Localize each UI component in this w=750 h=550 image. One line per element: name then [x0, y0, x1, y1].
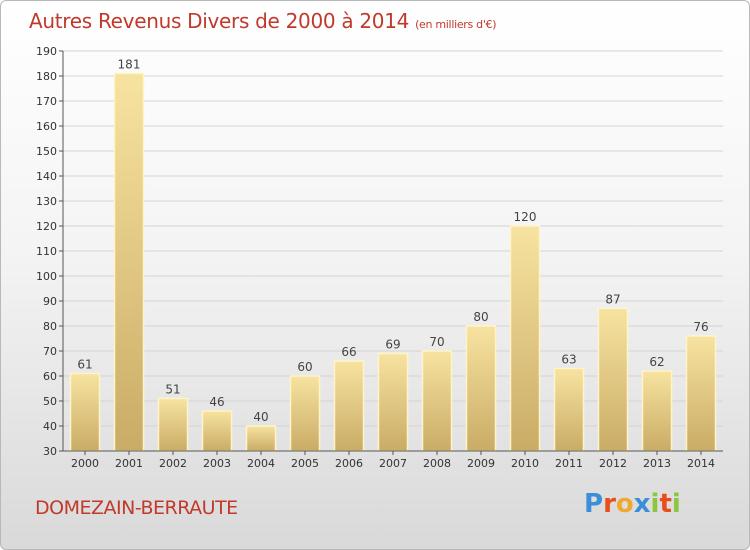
x-tick-label-2012: 2012	[599, 457, 627, 470]
proxiti-logo: Proxiti	[584, 489, 681, 519]
value-label-2012: 87	[605, 293, 620, 307]
y-tick-label-160: 160	[36, 120, 57, 133]
x-tick-label-2014: 2014	[687, 457, 715, 470]
y-tick-label-30: 30	[43, 445, 57, 458]
x-tick-label-2009: 2009	[467, 457, 495, 470]
title-text: Autres Revenus Divers de 2000 à 2014	[29, 9, 410, 33]
bar-2007	[377, 352, 409, 452]
x-tick-label-2006: 2006	[335, 457, 363, 470]
y-tick-label-150: 150	[36, 145, 57, 158]
logo-letter: i	[671, 489, 681, 519]
bars: 61 181 51 46 40 60 66 69 70 80 120 63 87 62 76	[69, 58, 717, 452]
y-tick-label-90: 90	[43, 295, 57, 308]
x-tick-label-2010: 2010	[511, 457, 539, 470]
y-tick-label-40: 40	[43, 420, 57, 433]
value-label-2001: 181	[118, 58, 141, 72]
bar-2004	[245, 425, 277, 452]
bar-2001	[113, 72, 145, 452]
logo-letter: P	[584, 489, 604, 519]
bar-2006	[333, 360, 365, 452]
y-tick-label-60: 60	[43, 370, 57, 383]
y-axis: 30 40 50 60 70 80 90 100 110 120 130 140 150 160 170 18…	[36, 45, 64, 458]
value-label-2004: 40	[253, 410, 268, 424]
x-tick-label-2007: 2007	[379, 457, 407, 470]
value-label-2002: 51	[165, 383, 180, 397]
bar-2012	[597, 307, 629, 452]
value-label-2014: 76	[693, 320, 708, 334]
x-tick-label-2002: 2002	[159, 457, 187, 470]
x-tick-label-2013: 2013	[643, 457, 671, 470]
value-label-2010: 120	[514, 210, 537, 224]
bar-2005	[289, 375, 321, 452]
bar-2000	[69, 372, 101, 452]
x-tick-label-2004: 2004	[247, 457, 275, 470]
x-tick-label-2008: 2008	[423, 457, 451, 470]
logo-letter: o	[615, 489, 634, 519]
y-tick-label-70: 70	[43, 345, 57, 358]
x-tick-label-2003: 2003	[203, 457, 231, 470]
bar-2003	[201, 410, 233, 452]
bar-2013	[641, 370, 673, 452]
value-label-2009: 80	[473, 310, 488, 324]
logo-letter: r	[603, 489, 616, 519]
logo-letter: i	[650, 489, 660, 519]
value-label-2006: 66	[341, 345, 356, 359]
x-axis: 2000 2001 2002 2003 2004 2005 2006 2007 2008 2009…	[63, 450, 723, 470]
bar-2010	[509, 225, 541, 452]
y-tick-label-140: 140	[36, 170, 57, 183]
bar-2009	[465, 325, 497, 452]
chart-title: Autres Revenus Divers de 2000 à 2014 (en …	[29, 9, 497, 33]
value-label-2003: 46	[209, 395, 224, 409]
value-label-2011: 63	[561, 353, 576, 367]
value-label-2000: 61	[77, 358, 92, 372]
y-tick-label-190: 190	[36, 45, 57, 58]
y-tick-label-100: 100	[36, 270, 57, 283]
y-tick-label-180: 180	[36, 70, 57, 83]
y-tick-label-120: 120	[36, 220, 57, 233]
title-unit: (en milliers d'€)	[415, 18, 497, 31]
bar-2002	[157, 397, 189, 452]
y-tick-label-170: 170	[36, 95, 57, 108]
y-tick-label-50: 50	[43, 395, 57, 408]
bar-2011	[553, 367, 585, 452]
bar-2014	[685, 335, 717, 452]
y-tick-label-130: 130	[36, 195, 57, 208]
logo-letter: t	[659, 489, 672, 519]
value-label-2005: 60	[297, 360, 312, 374]
x-tick-label-2000: 2000	[71, 457, 99, 470]
value-label-2013: 62	[649, 355, 664, 369]
bar-2008	[421, 350, 453, 452]
x-tick-label-2011: 2011	[555, 457, 583, 470]
value-label-2007: 69	[385, 338, 400, 352]
y-tick-label-80: 80	[43, 320, 57, 333]
value-label-2008: 70	[429, 335, 444, 349]
y-tick-label-110: 110	[36, 245, 57, 258]
x-tick-label-2001: 2001	[115, 457, 143, 470]
commune-name: DOMEZAIN-BERRAUTE	[35, 497, 238, 519]
x-tick-label-2005: 2005	[291, 457, 319, 470]
logo-letter: x	[633, 489, 651, 519]
